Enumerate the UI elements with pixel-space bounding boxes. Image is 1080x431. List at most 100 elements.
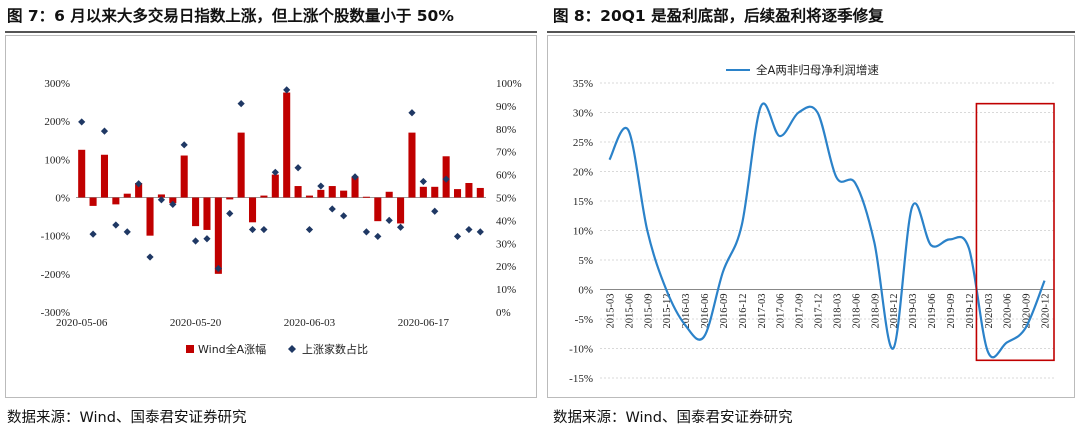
index-change-bar (169, 197, 177, 204)
advance-ratio-marker (89, 230, 97, 238)
q1-bottom-highlight-box (975, 102, 1055, 362)
advance-ratio-marker (351, 173, 359, 181)
advance-ratio-marker (294, 164, 302, 172)
x-tick-label: 2017-09 (795, 294, 806, 329)
advance-ratio-marker (305, 225, 314, 234)
y-tick-label: -5% (575, 314, 593, 326)
index-change-bar (340, 190, 348, 198)
legend-bar-swatch (186, 345, 194, 353)
y-left-tick-label: -200% (41, 269, 70, 281)
advance-ratio-marker (214, 264, 222, 273)
left-chart-panel: 300% 200% 100% 0% -100% -200% -300% 100% 90% 80% 7… (5, 35, 537, 398)
index-change-bar (248, 197, 257, 223)
advance-ratio-marker (340, 212, 348, 220)
index-change-bar (203, 197, 211, 230)
advance-ratio-marker (157, 196, 166, 204)
x-tick-label: 2016-12 (738, 294, 749, 329)
index-change-bar (317, 189, 325, 198)
index-change-bar (237, 132, 245, 198)
legend-bar-label: Wind全A涨幅 (198, 342, 266, 356)
advance-ratio-marker (169, 200, 177, 208)
y-right-tick-label: 30% (496, 238, 516, 250)
y-right-tick-label: 20% (496, 261, 516, 273)
profit-growth-line (608, 102, 1046, 359)
y-tick-label: 15% (573, 196, 593, 208)
advance-ratio-marker (317, 182, 325, 190)
advance-ratio-marker (328, 205, 336, 213)
y-left-tick-label: 0% (55, 193, 70, 205)
index-change-bar (112, 197, 120, 205)
y-tick-label: 10% (573, 226, 593, 238)
market-breadth-chart: 300% 200% 100% 0% -100% -200% -300% 100% 90% 80% 7… (41, 78, 522, 356)
x-tick-label: 2020-03 (984, 294, 995, 329)
index-change-bar (192, 197, 200, 227)
right-title-rule (547, 31, 1075, 33)
y-left-tick-label: 300% (44, 78, 70, 90)
index-change-bar (328, 186, 336, 198)
y-right-tick-label: 40% (496, 215, 516, 227)
legend-marker-swatch (288, 345, 296, 353)
x-tick-label: 2019-09 (946, 294, 957, 329)
x-tick-label: 2015-06 (624, 294, 635, 329)
index-change-bar (305, 195, 314, 198)
x-tick-label: 2020-06-03 (284, 317, 336, 329)
x-tick-label: 2016-03 (681, 294, 692, 329)
x-tick-label: 2015-09 (643, 294, 654, 329)
index-change-bar (431, 186, 439, 198)
y-tick-label: -10% (569, 344, 593, 356)
advance-ratio-marker (362, 228, 371, 236)
index-change-bar (226, 197, 234, 200)
y-right-tick-label: 0% (496, 307, 511, 319)
x-tick-label: 2017-12 (814, 294, 825, 329)
x-tick-label: 2019-03 (908, 294, 919, 329)
index-change-bar (260, 195, 268, 198)
advance-ratio-marker (476, 228, 484, 236)
legend-marker-label: 上涨家数占比 (302, 342, 368, 356)
advance-ratio-marker (135, 180, 143, 188)
index-change-bar (351, 176, 359, 198)
y-tick-label: 25% (573, 137, 593, 149)
index-change-bar (385, 191, 393, 198)
advance-ratio-marker (453, 232, 462, 241)
x-tick-label: 2017-03 (757, 294, 768, 329)
x-tick-label: 2019-12 (965, 294, 976, 329)
y-right-tick-label: 60% (496, 170, 516, 182)
y-tick-label: 20% (573, 167, 593, 179)
index-change-bar (135, 182, 143, 198)
x-tick-label: 2016-06 (700, 294, 711, 329)
advance-ratio-marker (385, 216, 393, 224)
y-left-tick-label: -100% (41, 231, 70, 243)
index-change-bar (283, 92, 291, 198)
y-left-tick-label: -300% (41, 307, 70, 319)
x-tick-label: 2018-06 (851, 294, 862, 329)
index-change-bar (214, 197, 222, 274)
index-change-bar (419, 186, 427, 198)
advance-ratio-marker (100, 127, 109, 135)
advance-ratio-marker (146, 253, 154, 261)
advance-ratio-marker (465, 225, 473, 234)
earnings-growth-chart: 35% 30% 25% 20% 15% 10% 5% 0% -5% -10% -15% 2015-03… (569, 63, 1055, 385)
y-left-tick-label: 200% (44, 116, 70, 128)
left-title-rule (5, 31, 537, 33)
advance-ratio-marker (237, 100, 245, 108)
y-tick-label: 0% (578, 285, 593, 297)
y-tick-label: 30% (573, 108, 593, 120)
index-change-bar (374, 197, 382, 222)
right-figure-title: 图 8：20Q1 是盈利底部，后续盈利将逐季修复 (553, 7, 884, 25)
advance-ratio-marker (191, 237, 200, 245)
x-tick-label: 2018-03 (832, 294, 843, 329)
advance-ratio-marker (203, 235, 211, 243)
right-chart-panel: 35% 30% 25% 20% 15% 10% 5% 0% -5% -10% -15% 2015-03… (547, 35, 1075, 398)
index-change-bar (271, 174, 279, 198)
x-tick-label: 2016-09 (719, 294, 730, 329)
advance-ratio-marker (431, 207, 439, 215)
y-left-tick-label: 100% (44, 154, 70, 166)
y-right-tick-label: 90% (496, 101, 516, 113)
advance-ratio-marker (248, 225, 257, 234)
advance-ratio-marker (396, 223, 405, 231)
index-change-bar (476, 187, 484, 198)
index-change-bar (123, 193, 131, 198)
y-tick-label: 5% (578, 255, 593, 267)
advance-ratio-marker (374, 232, 382, 241)
index-change-bar (157, 194, 165, 198)
